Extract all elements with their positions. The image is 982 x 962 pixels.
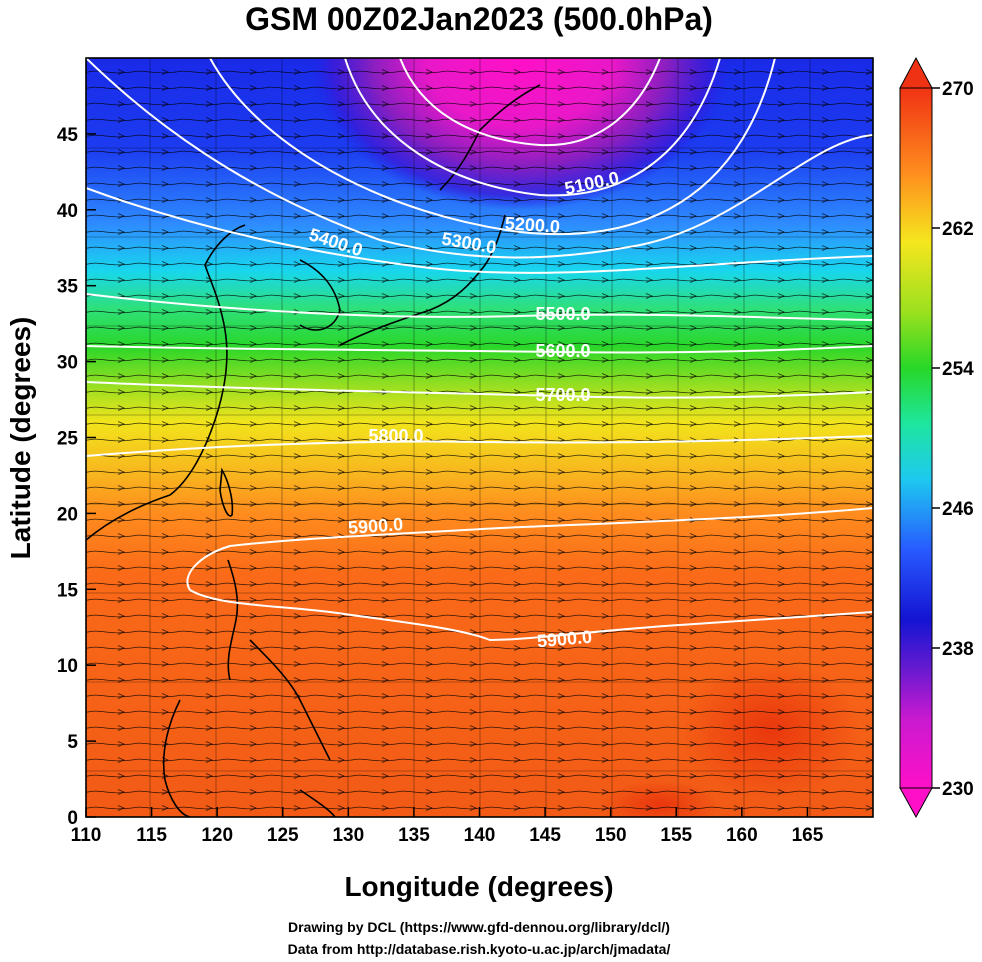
grid-lines	[86, 58, 873, 817]
x-tick-label: 135	[398, 825, 430, 846]
y-tick-label: 0	[67, 808, 78, 829]
y-tick-label: 40	[57, 201, 78, 222]
x-tick-label: 120	[201, 825, 233, 846]
contour-label: 5900.0	[536, 627, 593, 652]
colorbar: 230 238 246 254 262 270	[899, 56, 974, 819]
colorbar-upper-arrow	[899, 56, 933, 89]
x-tick-label: 115	[136, 825, 167, 846]
coastlines	[86, 84, 541, 817]
contour-label: 5600.0	[535, 341, 590, 361]
y-tick-label: 45	[57, 125, 79, 146]
contour-label: 5500.0	[535, 304, 590, 324]
x-tick-label: 140	[464, 825, 496, 846]
x-tick-label: 145	[529, 825, 561, 846]
colorbar-tick-label: 254	[942, 359, 974, 380]
colorbar-tick-label: 238	[942, 639, 974, 660]
y-tick-label: 35	[57, 277, 79, 298]
y-tick-label: 20	[57, 504, 78, 525]
contour-label: 5700.0	[535, 385, 590, 405]
credit-drawing: Drawing by DCL (https://www.gfd-dennou.o…	[288, 919, 670, 935]
x-tick-label: 150	[595, 825, 627, 846]
y-tick-label: 30	[57, 353, 78, 374]
y-axis-ticks: 0 5 10 15 20 25 30 35 40 45	[57, 125, 96, 829]
x-tick-label: 110	[71, 825, 102, 846]
x-axis-label: Longitude (degrees)	[344, 871, 613, 902]
colorbar-scale	[899, 87, 933, 789]
y-tick-label: 10	[57, 656, 78, 677]
colorbar-tick-label: 230	[942, 779, 974, 800]
colorbar-tick-label: 246	[942, 499, 974, 520]
contour-label: 5200.0	[504, 213, 560, 237]
x-tick-label: 160	[726, 825, 758, 846]
contour-label: 5800.0	[368, 426, 423, 446]
contour-labels: 5100.0 5200.0 5300.0 5400.0 5500.0 5600.…	[307, 168, 621, 652]
x-tick-label: 155	[660, 825, 692, 846]
colorbar-ticks: 230 238 246 254 262 270	[932, 79, 974, 800]
colorbar-tick-label: 262	[942, 219, 974, 240]
y-tick-label: 5	[67, 732, 78, 753]
x-tick-label: 125	[267, 825, 299, 846]
x-tick-label: 165	[792, 825, 824, 846]
wind-streamlines	[86, 58, 873, 817]
contour-label: 5900.0	[347, 514, 403, 538]
y-tick-label: 25	[57, 429, 79, 450]
credit-data: Data from http://database.rish.kyoto-u.a…	[288, 941, 671, 957]
colorbar-tick-label: 270	[942, 79, 974, 100]
y-tick-label: 15	[57, 580, 79, 601]
height-contours	[86, 58, 873, 642]
x-axis-ticks: 110 115 120 125 130 135 140 145 150 155 160 165	[71, 807, 824, 846]
plot-area	[86, 58, 873, 817]
colorbar-lower-arrow	[899, 787, 933, 819]
x-tick-label: 130	[332, 825, 364, 846]
y-axis-label: Latitude (degrees)	[5, 317, 36, 560]
chart-title: GSM 00Z02Jan2023 (500.0hPa)	[245, 1, 713, 37]
